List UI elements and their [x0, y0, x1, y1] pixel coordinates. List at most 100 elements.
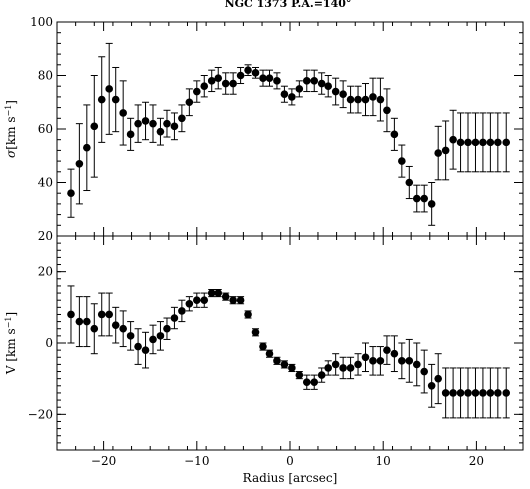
- velocity-data-point: [339, 356, 347, 380]
- marker: [427, 200, 436, 208]
- marker: [383, 346, 391, 354]
- sigma-data-point: [236, 66, 245, 85]
- marker: [170, 314, 179, 322]
- sigma-data-point: [126, 117, 135, 151]
- sigma-panel: 20 40 60 80 100 σ[km s−1]: [4, 15, 524, 243]
- velocity-data-point: [317, 367, 326, 383]
- velocity-data-point: [141, 331, 150, 369]
- x-tick-label: −20: [91, 454, 116, 468]
- x-tick-label: 10: [376, 454, 391, 468]
- marker: [67, 310, 75, 319]
- marker: [229, 296, 237, 305]
- x-tick-label: 0: [286, 454, 294, 468]
- marker: [479, 389, 487, 397]
- marker: [280, 360, 289, 369]
- sigma-data-point: [214, 66, 223, 90]
- marker: [244, 66, 252, 74]
- marker: [119, 324, 127, 333]
- sigma-data-point: [346, 85, 355, 114]
- marker: [486, 389, 495, 397]
- marker: [502, 389, 511, 397]
- velocity-data-point: [251, 328, 260, 337]
- marker: [369, 93, 377, 101]
- marker: [339, 364, 347, 372]
- velocity-data-point: [90, 303, 99, 355]
- velocity-data-points: [67, 285, 511, 419]
- marker: [244, 310, 252, 319]
- velocity-data-point: [156, 321, 165, 351]
- sigma-data-point: [317, 72, 326, 95]
- sigma-y-tick-label: 20: [38, 229, 53, 243]
- marker: [502, 138, 511, 147]
- velocity-data-point: [229, 296, 237, 305]
- sigma-data-point: [156, 117, 165, 146]
- sigma-data-point: [398, 144, 406, 178]
- velocity-data-point: [111, 306, 120, 344]
- marker: [412, 360, 421, 369]
- marker: [361, 353, 370, 362]
- marker: [376, 357, 385, 365]
- sigma-data-point: [427, 182, 436, 226]
- velocity-data-point: [207, 289, 216, 298]
- marker: [405, 178, 414, 187]
- sigma-data-point: [141, 101, 150, 141]
- sigma-data-point: [170, 112, 179, 141]
- marker: [221, 292, 230, 301]
- marker: [354, 360, 362, 369]
- marker: [178, 307, 186, 315]
- marker: [324, 364, 333, 372]
- velocity-data-point: [390, 335, 399, 373]
- radius-axis-label: Radius [arcsec]: [243, 471, 338, 485]
- velocity-data-point: [331, 353, 340, 376]
- velocity-data-point: [369, 346, 377, 376]
- velocity-data-point: [361, 342, 370, 373]
- velocity-data-point: [502, 367, 511, 419]
- marker: [346, 95, 355, 104]
- marker: [259, 342, 267, 351]
- marker: [317, 79, 326, 88]
- marker: [479, 138, 487, 147]
- marker: [141, 346, 150, 354]
- marker: [427, 382, 436, 390]
- marker: [251, 328, 260, 337]
- velocity-data-point: [398, 342, 406, 380]
- sigma-data-point: [412, 184, 421, 213]
- marker: [494, 389, 502, 397]
- sigma-data-point: [456, 112, 465, 173]
- marker: [288, 93, 296, 101]
- marker: [464, 138, 472, 147]
- velocity-data-point: [149, 324, 157, 355]
- velocity-data-point: [302, 374, 311, 390]
- marker: [141, 117, 150, 125]
- velocity-data-point: [494, 367, 502, 419]
- sigma-data-point: [67, 168, 75, 218]
- marker: [236, 71, 245, 80]
- marker: [163, 324, 171, 333]
- sigma-axis-label: σ[km s−1]: [4, 100, 19, 158]
- sigma-data-point: [331, 77, 340, 106]
- marker: [149, 119, 157, 128]
- sigma-data-point: [420, 184, 429, 213]
- marker: [434, 149, 442, 157]
- marker: [207, 77, 216, 85]
- marker: [494, 138, 502, 147]
- marker: [185, 98, 194, 107]
- marker: [310, 378, 319, 387]
- marker: [178, 114, 186, 123]
- marker: [163, 119, 171, 128]
- marker: [105, 310, 113, 319]
- marker: [398, 357, 406, 365]
- marker: [331, 360, 340, 369]
- velocity-y-tick-label: 20: [38, 265, 53, 279]
- sigma-data-point: [354, 85, 362, 114]
- marker: [471, 389, 480, 397]
- sigma-data-point: [273, 72, 281, 90]
- marker: [449, 135, 457, 144]
- sigma-data-point: [383, 88, 391, 133]
- marker: [405, 357, 414, 365]
- marker: [126, 332, 135, 340]
- marker: [193, 87, 201, 96]
- marker: [200, 82, 209, 90]
- marker: [302, 77, 311, 85]
